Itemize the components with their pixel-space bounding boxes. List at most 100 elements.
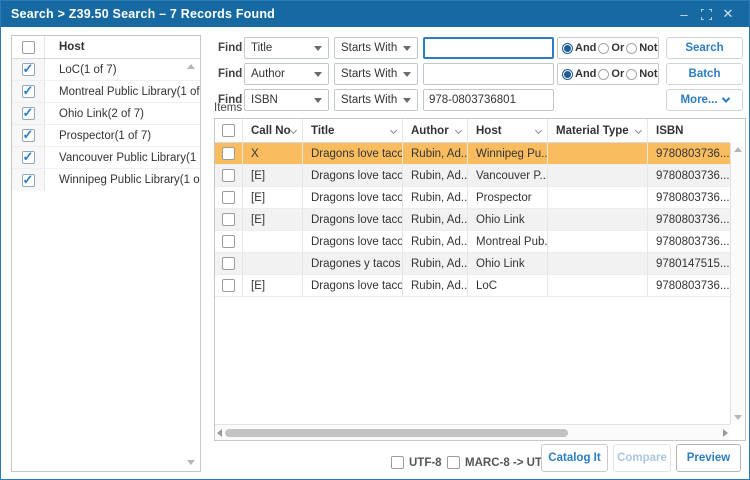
marc8-utf8-checkbox-option[interactable]: MARC-8 -> UTF-8 [447,456,559,469]
column-menu-icon[interactable] [534,126,543,135]
host-checkbox[interactable] [21,127,35,143]
utf8-checkbox[interactable] [391,456,404,469]
host-row[interactable]: Ohio Link(2 of 7) [12,103,200,125]
table-row[interactable]: Dragons love tacos Rubin, Ad... Montreal… [215,231,730,253]
cell-material-type [548,275,648,296]
dropdown-caret-icon [403,45,411,51]
cell-author: Rubin, Ad... [403,253,468,274]
table-row[interactable]: [E] Dragons love tacos Rubin, Ad... Pros… [215,187,730,209]
connector-or[interactable]: Or [598,68,624,80]
maximize-glyph [700,8,712,20]
host-row[interactable]: Montreal Public Library(1 of... [12,81,200,103]
column-header-material-type[interactable]: Material Type [548,119,648,142]
row-checkbox[interactable] [222,257,235,270]
radio-or-icon[interactable] [598,42,610,54]
cell-material-type [548,165,648,186]
find-operator-select-3[interactable]: Starts With [334,89,418,111]
find-operator-select-2[interactable]: Starts With [334,63,418,85]
column-header-title[interactable]: Title [303,119,403,142]
cell-isbn: 9780803736... [656,213,730,226]
scroll-right-icon[interactable] [723,429,728,437]
select-all-items-cell [215,119,243,142]
batch-button[interactable]: Batch [666,63,743,85]
radio-and-icon[interactable] [562,68,573,80]
vertical-scrollbar[interactable] [730,143,745,424]
select-all-items-checkbox[interactable] [222,124,235,137]
host-row[interactable]: Vancouver Public Library(1 ... [12,147,200,169]
maximize-icon[interactable] [695,5,717,23]
host-checkbox[interactable] [21,61,35,77]
preview-button[interactable]: Preview [676,444,741,472]
table-row[interactable]: [E] Dragons love tacos Rubin, Ad... LoC … [215,275,730,297]
catalog-it-button[interactable]: Catalog It [541,444,608,472]
table-row[interactable]: Dragones y tacos Rubin, Ad... Ohio Link … [215,253,730,275]
table-row[interactable]: [E] Dragons love tacos Rubin, Ad... Ohio… [215,209,730,231]
more-button[interactable]: More... [666,89,743,111]
row-checkbox[interactable] [222,191,235,204]
utf8-label: UTF-8 [409,456,442,469]
cell-author: Rubin, Ad... [403,165,468,186]
minimize-icon[interactable]: – [680,6,688,22]
close-icon[interactable]: ✕ [722,6,734,21]
row-checkbox[interactable] [222,213,235,226]
find-field-select-1[interactable]: Title [244,37,329,59]
host-checkbox[interactable] [21,83,35,99]
find-field-select-3[interactable]: ISBN [244,89,329,111]
connector-and[interactable]: And [562,68,596,80]
cell-title: Dragons love tacos [303,231,403,252]
radio-not-icon[interactable] [626,42,638,54]
select-all-hosts-checkbox[interactable] [21,40,35,54]
find-term-input-2[interactable] [423,63,554,85]
find-term-input-3[interactable] [423,89,554,111]
cell-isbn: 9780803736... [656,147,730,160]
compare-button[interactable]: Compare [613,444,671,472]
column-menu-icon[interactable] [289,126,298,135]
radio-not-icon[interactable] [626,68,638,80]
cell-host: Winnipeg Pu... [468,143,548,164]
radio-and-icon[interactable] [562,42,573,54]
find-operator-select-1[interactable]: Starts With [334,37,418,59]
column-menu-icon[interactable] [454,126,463,135]
title-bar: Search > Z39.50 Search – 7 Records Found… [1,1,749,27]
host-checkbox[interactable] [21,172,35,188]
column-header-isbn[interactable]: ISBN [656,124,684,137]
horizontal-scrollbar[interactable] [215,424,730,440]
row-checkbox[interactable] [222,235,235,248]
horizontal-scroll-thumb[interactable] [225,429,568,437]
find-label: Find [218,42,243,54]
row-checkbox[interactable] [222,279,235,292]
host-scroll-up-icon[interactable] [187,64,195,69]
cell-isbn: 9780803736... [656,279,730,292]
host-checkbox[interactable] [21,105,35,121]
column-menu-icon[interactable] [634,126,643,135]
find-field-select-2[interactable]: Author [244,63,329,85]
cell-call-no [243,231,303,252]
row-checkbox[interactable] [222,147,235,160]
connector-or[interactable]: Or [598,42,624,54]
chevron-down-icon [721,94,730,103]
scroll-left-icon[interactable] [217,429,222,437]
column-header-call-no[interactable]: Call No [243,119,303,142]
connector-not[interactable]: Not [626,68,658,80]
host-checkbox[interactable] [21,149,35,165]
marc8-utf8-checkbox[interactable] [447,456,460,469]
window-title: Search > Z39.50 Search – 7 Records Found [11,7,276,21]
radio-or-icon[interactable] [598,68,610,80]
host-row[interactable]: LoC(1 of 7) [12,59,200,81]
column-header-host[interactable]: Host [468,119,548,142]
find-term-input-1[interactable] [423,37,554,59]
search-button[interactable]: Search [666,37,743,59]
connector-not[interactable]: Not [626,42,658,54]
table-row[interactable]: [E] Dragons love tacos Rubin, Ad... Vanc… [215,165,730,187]
row-checkbox[interactable] [222,169,235,182]
host-row[interactable]: Prospector(1 of 7) [12,125,200,147]
scroll-down-icon[interactable] [734,415,742,420]
connector-and[interactable]: And [562,42,596,54]
scroll-up-icon[interactable] [734,147,742,152]
column-menu-icon[interactable] [389,126,398,135]
host-scroll-down-icon[interactable] [187,460,195,465]
column-header-author[interactable]: Author [403,119,468,142]
host-row[interactable]: Winnipeg Public Library(1 o... [12,169,200,191]
utf8-checkbox-option[interactable]: UTF-8 [391,456,442,469]
table-row[interactable]: X Dragons love tacos Rubin, Ad... Winnip… [215,143,730,165]
